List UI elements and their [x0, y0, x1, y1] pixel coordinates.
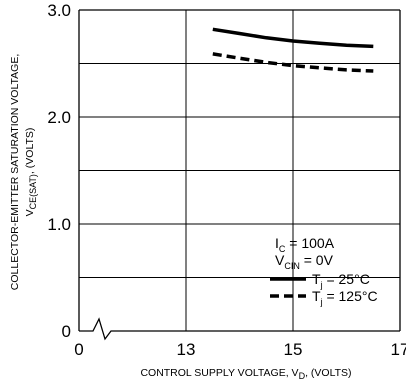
x-tick-label: 17 — [391, 340, 406, 359]
legend-label-1: Tj = 125°C — [312, 288, 378, 307]
plot-frame — [78, 9, 401, 341]
y-axis-title-line2: VCE(SAT), (VOLTS) — [24, 128, 38, 217]
grid — [79, 10, 400, 331]
x-tick-label: 15 — [284, 340, 303, 359]
y-tick-label: 3.0 — [47, 1, 71, 20]
x-tick-label: 0 — [74, 340, 83, 359]
y-tick-label: 0 — [62, 322, 71, 341]
series-line-0 — [212, 27, 374, 49]
series-lines — [212, 27, 374, 73]
y-tick-label: 1.0 — [47, 215, 71, 234]
tick-labels: 0 13 15 17 0 1.0 2.0 3.0 — [47, 1, 406, 359]
x-tick-label: 13 — [177, 340, 196, 359]
x-axis-line-with-break — [79, 317, 400, 341]
x-axis-title: CONTROL SUPPLY VOLTAGE, VD, (VOLTS) — [140, 367, 351, 381]
y-tick-label: 2.0 — [47, 108, 71, 127]
condition-label: IC = 100A — [275, 235, 335, 254]
series-line-1 — [212, 52, 374, 73]
y-axis-title-line1: COLLECTOR-EMITTER SATURATION VOLTAGE, — [9, 54, 21, 290]
condition-label: VCIN = 0V — [275, 252, 334, 271]
legend-label-0: Tj = 25°C — [312, 271, 370, 290]
